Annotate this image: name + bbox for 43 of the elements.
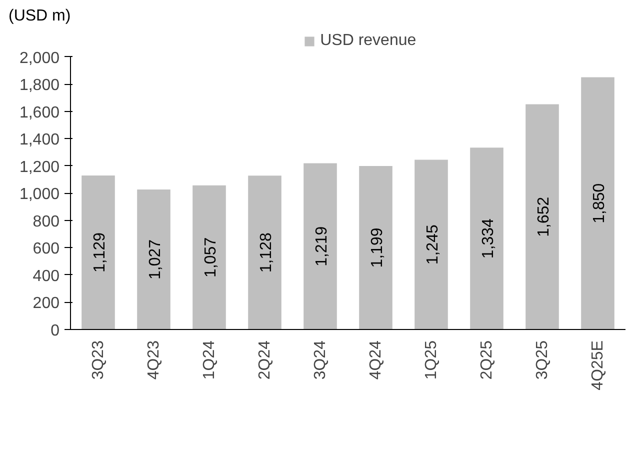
data-label: 1,057: [202, 237, 220, 278]
data-label: 1,245: [424, 224, 442, 265]
x-tick-label: 4Q23: [145, 340, 162, 380]
bar: [526, 104, 559, 330]
data-label: 1,334: [480, 218, 497, 259]
y-tick-label: 2,000: [19, 50, 60, 67]
y-tick-label: 1,800: [19, 77, 60, 94]
x-tick-label: 1Q24: [200, 340, 218, 380]
bar: [414, 160, 448, 330]
legend-label: USD revenue: [320, 32, 416, 50]
y-tick-label: 200: [32, 295, 60, 312]
x-tick-label: 2Q25: [478, 340, 496, 380]
bar: [248, 176, 282, 330]
x-tick-label: 2Q24: [256, 340, 274, 380]
data-label: 1,219: [313, 226, 330, 266]
y-tick-label: 400: [32, 268, 60, 285]
bar: [470, 148, 504, 330]
y-tick-label: 600: [32, 240, 60, 258]
y-tick-label: 1,400: [19, 132, 60, 149]
x-tick-label: 4Q25E: [589, 340, 606, 390]
y-tick-label: 1,600: [19, 104, 60, 122]
data-label: 1,129: [91, 232, 108, 273]
bar: [82, 176, 115, 330]
x-tick-label: 4Q24: [367, 340, 384, 380]
y-tick-label: 0: [50, 322, 60, 340]
data-label: 1,128: [258, 232, 275, 273]
y-tick-label: 1,000: [19, 186, 60, 204]
bar: [304, 163, 337, 330]
y-tick-label: 800: [32, 213, 60, 230]
x-tick-label: 1Q25: [422, 340, 440, 380]
y-axis-title: (USD m): [8, 8, 71, 24]
data-label: 1,027: [146, 239, 164, 280]
bar: [137, 189, 170, 330]
bar: [581, 77, 614, 330]
y-tick-label: 1,200: [19, 158, 60, 176]
bar: [359, 166, 392, 330]
data-label: 1,652: [535, 196, 552, 237]
x-tick-label: 3Q25: [534, 340, 551, 380]
data-label: 1,199: [368, 228, 386, 268]
x-tick-label: 3Q24: [312, 340, 329, 380]
x-tick-label: 3Q23: [90, 340, 107, 380]
bar: [192, 185, 226, 330]
data-label: 1,850: [590, 183, 608, 224]
